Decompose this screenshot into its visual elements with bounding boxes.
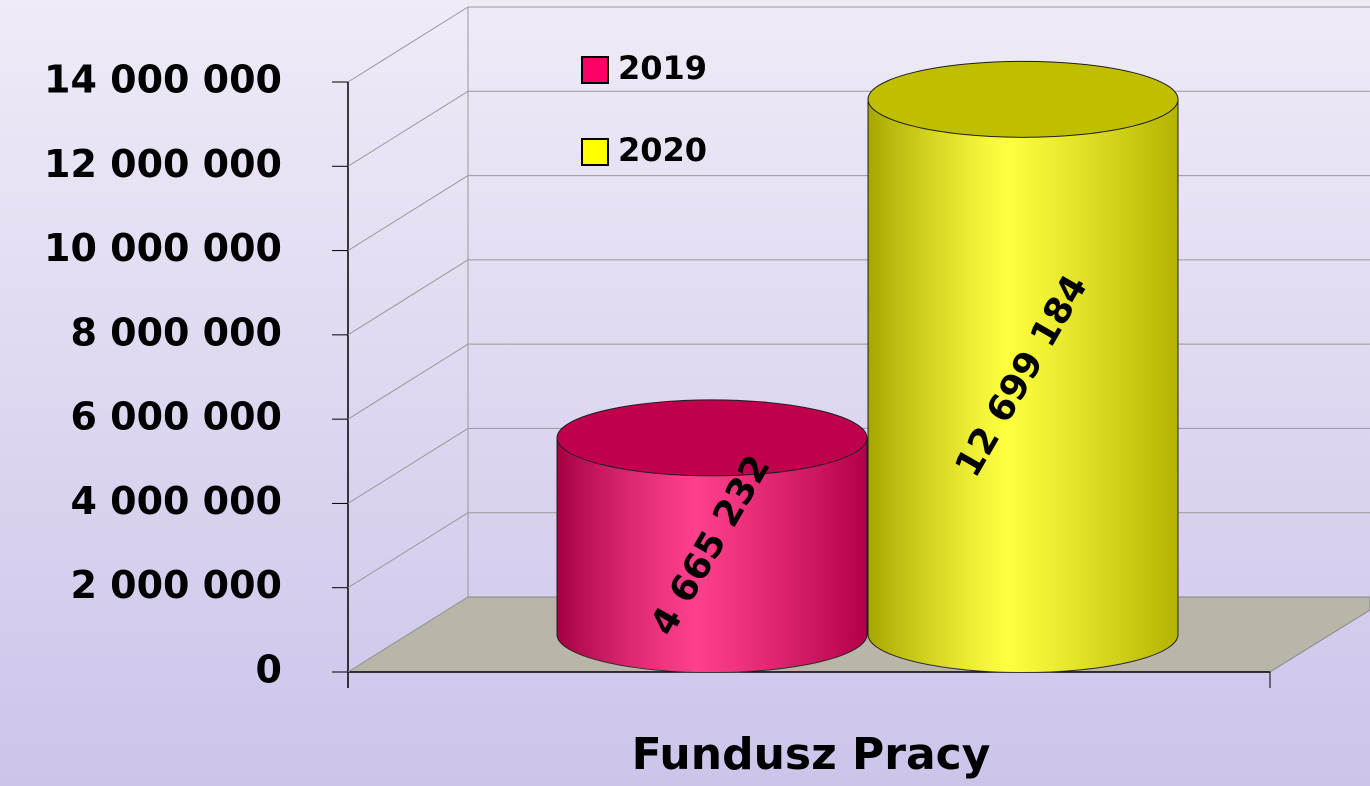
y-tick-label: 14 000 000	[44, 58, 282, 102]
grid-diagonal	[347, 343, 469, 420]
grid-diagonal	[347, 259, 469, 336]
bar-shading	[868, 99, 1178, 673]
bar-top-shade	[868, 61, 1178, 138]
grid-diagonal	[347, 428, 469, 504]
y-tick-label: 10 000 000	[44, 226, 282, 270]
bar-top-shade	[557, 399, 867, 476]
grid-diagonal	[347, 175, 469, 251]
bar-top	[556, 399, 868, 477]
y-tick-label: 8 000 000	[70, 310, 282, 354]
legend-swatch	[581, 56, 609, 84]
y-tick-label: 2 000 000	[70, 563, 282, 607]
bar-top	[867, 60, 1179, 138]
grid-diagonal	[347, 6, 469, 83]
y-tick-label: 4 000 000	[70, 479, 282, 523]
x-category-label: Fundusz Pracy	[632, 729, 991, 780]
legend-swatch	[581, 138, 609, 166]
y-tick-label: 0	[256, 648, 282, 692]
legend-label: 2020	[618, 131, 707, 169]
bar-shading	[557, 437, 867, 673]
grid-diagonal	[347, 596, 469, 673]
legend-label: 2019	[618, 49, 707, 87]
y-tick-label: 12 000 000	[44, 142, 282, 186]
grid-diagonal	[347, 512, 469, 589]
grid-diagonal	[347, 90, 469, 167]
y-tick-label: 6 000 000	[70, 395, 282, 439]
